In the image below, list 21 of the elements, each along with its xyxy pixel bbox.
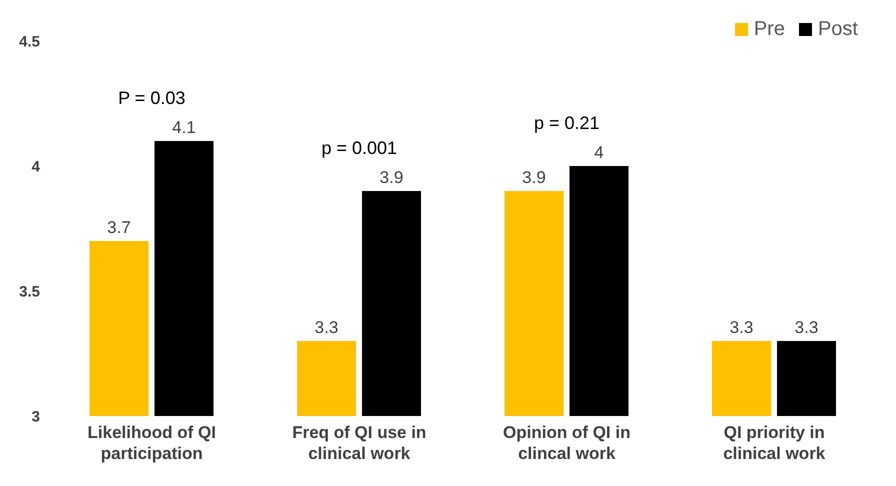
data-label: 3.3 (730, 318, 754, 337)
x-tick-label: QI priority in clinical work (723, 423, 826, 463)
data-label: 4.1 (172, 118, 196, 137)
y-tick-label: 3 (32, 408, 40, 426)
y-tick-label: 4.5 (19, 33, 40, 50)
annotation: P = 0.03 (118, 88, 186, 108)
y-tick-label: 3.5 (19, 283, 40, 300)
data-label: 3.3 (314, 318, 338, 337)
data-label: 3.9 (380, 168, 404, 187)
annotation: p = 0.21 (534, 113, 600, 133)
annotation: p = 0.001 (321, 138, 398, 158)
data-label: 3.9 (522, 168, 546, 187)
legend-label: Post (816, 18, 858, 41)
y-tick-label: 4 (32, 158, 41, 176)
x-tick-label: Likelihood of QI participation (88, 423, 216, 463)
data-label: 3.7 (107, 218, 131, 237)
x-tick-label: Freq of QI use in clinical work (292, 423, 426, 463)
x-tick-label: Opinion of QI in clincal work (503, 423, 630, 463)
data-label: 3.3 (794, 318, 818, 337)
data-label: 4 (594, 143, 604, 162)
legend-label: Pre (752, 18, 785, 41)
